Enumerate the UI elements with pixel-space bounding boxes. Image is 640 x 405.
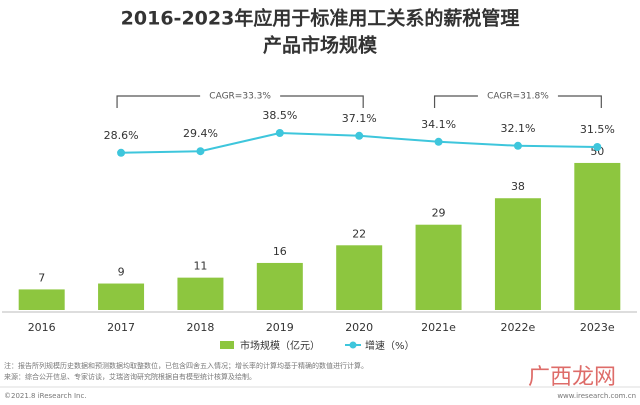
bar (574, 162, 621, 310)
x-tick-label: 2018 (186, 321, 214, 334)
chart-title: 2016-2023年应用于标准用工关系的薪税管理 (121, 7, 520, 30)
bar (18, 289, 65, 310)
x-tick-label: 2022e (501, 321, 536, 334)
bar (415, 224, 462, 310)
x-tick-label: 2023e (580, 321, 615, 334)
marker (196, 147, 205, 156)
bar (336, 245, 383, 310)
bar (494, 198, 541, 310)
annotation: CAGR=31.8% (487, 92, 549, 102)
legend-swatch (349, 341, 357, 349)
marker (593, 143, 602, 151)
cagr-bracket (116, 95, 364, 108)
marker (434, 137, 443, 146)
note: 注：报告所列规模历史数据和预测数据均取整数位，已包含四舍五入情况；增长率的计算均… (4, 361, 368, 370)
legend-label: 市场规模（亿元） (240, 339, 320, 352)
data-label: 29 (432, 207, 446, 220)
legend-swatch (220, 341, 234, 349)
data-label: 37.1% (342, 112, 377, 125)
marker (513, 141, 522, 150)
data-label: 9 (118, 266, 125, 279)
copyright: ©2021.8 iResearch Inc. (4, 392, 87, 400)
marker (355, 131, 364, 140)
x-tick-label: 2017 (107, 321, 135, 334)
website: www.iresearch.com.cn (557, 392, 636, 400)
watermark: 广西龙网 (528, 365, 616, 390)
data-label: 31.5% (580, 123, 615, 136)
legend-label: 增速（%） (365, 339, 415, 352)
annotation: CAGR=33.3% (209, 92, 271, 102)
data-label: 38 (511, 180, 525, 193)
note: 来源：综合公开信息、专家访谈，艾瑞咨询研究院根据自有模型统计核算及绘制。 (4, 372, 256, 381)
data-label: 28.6% (104, 129, 139, 142)
data-label: 32.1% (500, 122, 535, 135)
cagr-bracket (433, 95, 602, 108)
x-tick-label: 2019 (266, 321, 294, 334)
x-tick-label: 2016 (28, 321, 56, 334)
data-label: 29.4% (183, 127, 218, 140)
data-label: 22 (352, 227, 366, 240)
bar (177, 277, 224, 310)
marker (117, 148, 126, 157)
chart-subtitle: 产品市场规模 (263, 34, 378, 57)
data-label: 34.1% (421, 118, 456, 131)
bar (98, 283, 145, 310)
bar (256, 262, 303, 310)
data-label: 38.5% (262, 109, 297, 122)
data-label: 16 (273, 245, 287, 258)
data-label: 11 (193, 260, 207, 273)
x-tick-label: 2020 (345, 321, 373, 334)
x-tick-label: 2021e (421, 321, 456, 334)
data-label: 7 (38, 271, 45, 284)
marker (275, 129, 284, 137)
